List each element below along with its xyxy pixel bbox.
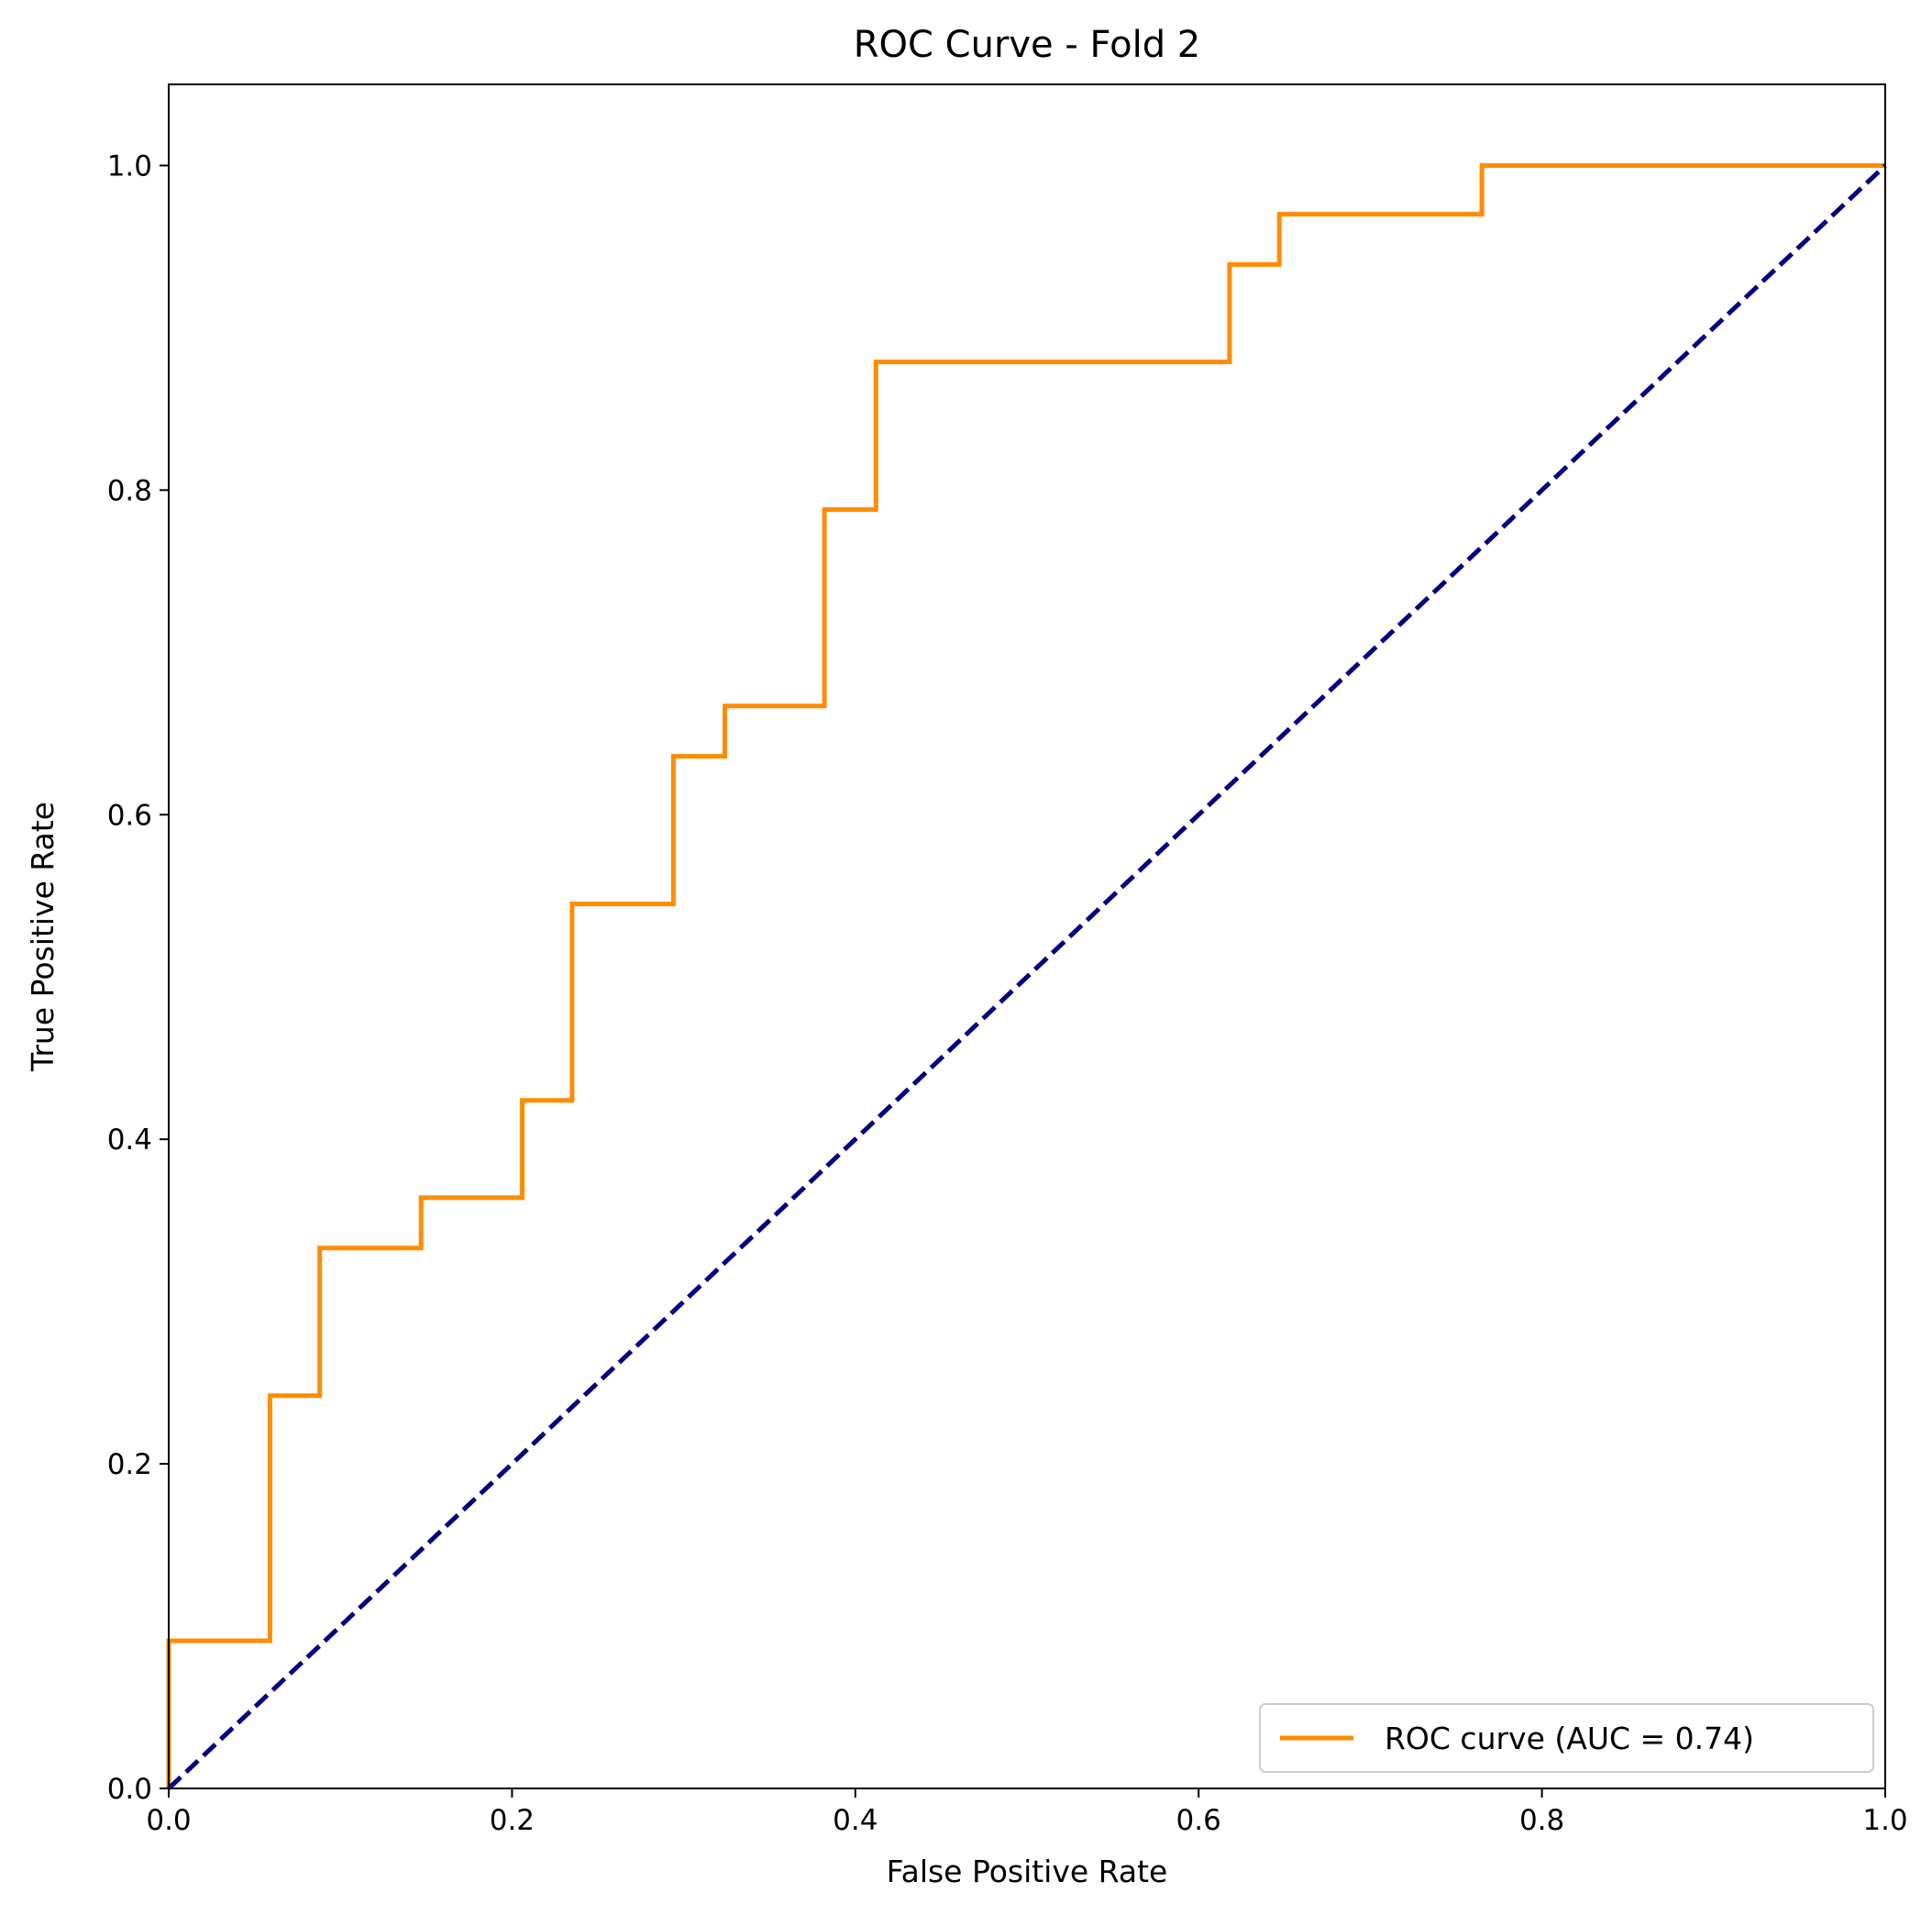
chance-diagonal-line: [167, 163, 1887, 1790]
x-tick-label: 1.0: [1862, 1804, 1907, 1837]
y-tick-label: 0.0: [107, 1773, 152, 1806]
roc-curve-line: [166, 163, 1885, 1788]
y-tick-label: 0.2: [107, 1448, 152, 1481]
plot-area: [166, 83, 1887, 1790]
x-tick-label: 0.8: [1519, 1804, 1564, 1837]
chart-title: ROC Curve - Fold 2: [854, 24, 1201, 66]
y-tick-label: 0.8: [107, 474, 152, 507]
series-layer: [166, 163, 1887, 1790]
y-tick-label: 0.6: [107, 799, 152, 832]
legend: ROC curve (AUC = 0.74): [1259, 1703, 1874, 1773]
y-tick-label: 0.4: [107, 1124, 152, 1157]
x-axis-label: False Positive Rate: [887, 1854, 1168, 1889]
x-tick-label: 0.6: [1176, 1804, 1221, 1837]
y-tick-label: 1.0: [107, 149, 152, 183]
legend-label: ROC curve (AUC = 0.74): [1385, 1721, 1754, 1756]
y-axis-ticks: 0.0 0.2 0.4 0.6 0.8 1.0: [107, 149, 169, 1806]
x-tick-label: 0.0: [146, 1804, 191, 1837]
x-tick-label: 0.2: [490, 1804, 535, 1837]
y-axis-label: True Positive Rate: [25, 802, 61, 1072]
plot-frame: [168, 83, 1886, 1789]
x-axis-ticks: 0.0 0.2 0.4 0.6 0.8 1.0: [146, 1788, 1908, 1837]
x-tick-label: 0.4: [833, 1804, 878, 1837]
legend-box: [1259, 1703, 1874, 1773]
